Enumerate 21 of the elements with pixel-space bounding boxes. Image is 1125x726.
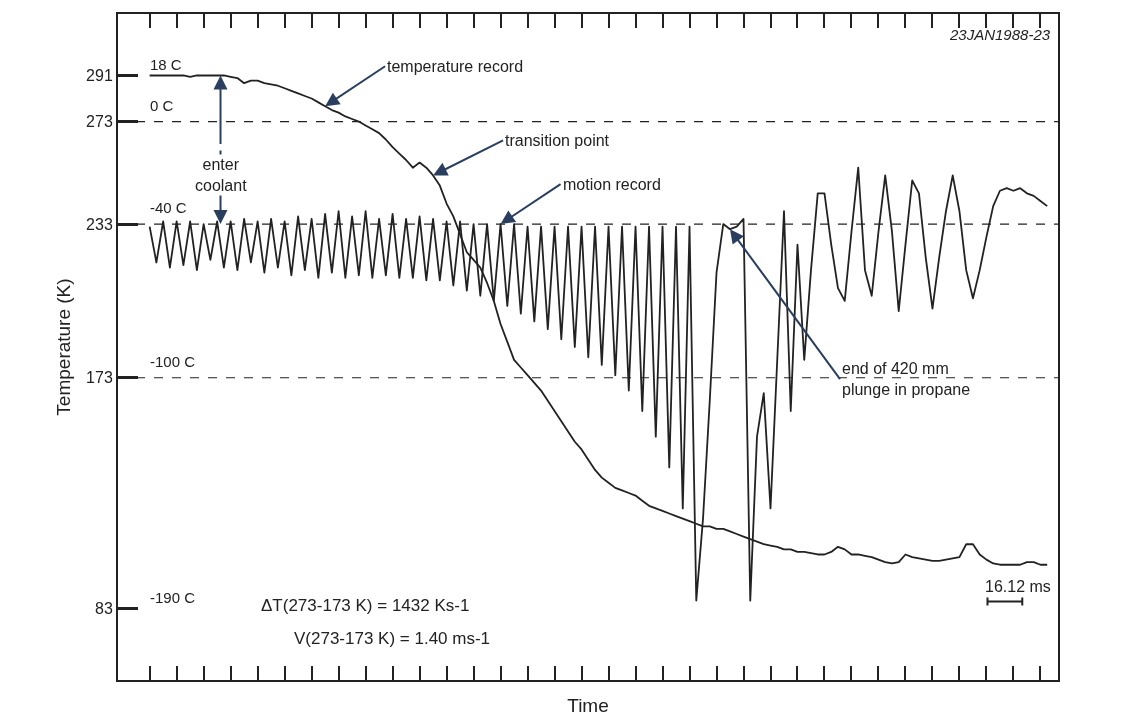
annotation: ΔT(273-173 K) = 1432 Ks-1 (261, 596, 470, 615)
y-axis-title: Temperature (K) (53, 278, 75, 416)
annotation: 18 C (150, 56, 182, 73)
annotation: enter coolant (195, 156, 248, 194)
x-axis-title: Time (567, 694, 609, 716)
y-tick-label: 273 (86, 113, 113, 131)
annotation: V(273-173 K) = 1.40 ms-1 (294, 629, 491, 648)
y-tick-label: 291 (86, 67, 113, 85)
annotation: -190 C (150, 589, 196, 606)
ref-line-label: -100 C (150, 353, 196, 370)
annotation: 23JAN1988-23 (949, 26, 1051, 43)
y-tick-label: 83 (95, 599, 113, 617)
annotation: temperature record (387, 58, 524, 75)
annotation: end of 420 mm plunge in propane (842, 360, 971, 398)
annotation: transition point (505, 132, 610, 149)
annotation: motion record (563, 176, 661, 193)
y-tick-label: 173 (86, 369, 113, 387)
ref-line-label: 0 C (150, 97, 174, 114)
annotation: 16.12 ms (985, 578, 1051, 595)
ref-line-label: -40 C (150, 199, 187, 216)
y-tick-label: 233 (86, 215, 113, 233)
